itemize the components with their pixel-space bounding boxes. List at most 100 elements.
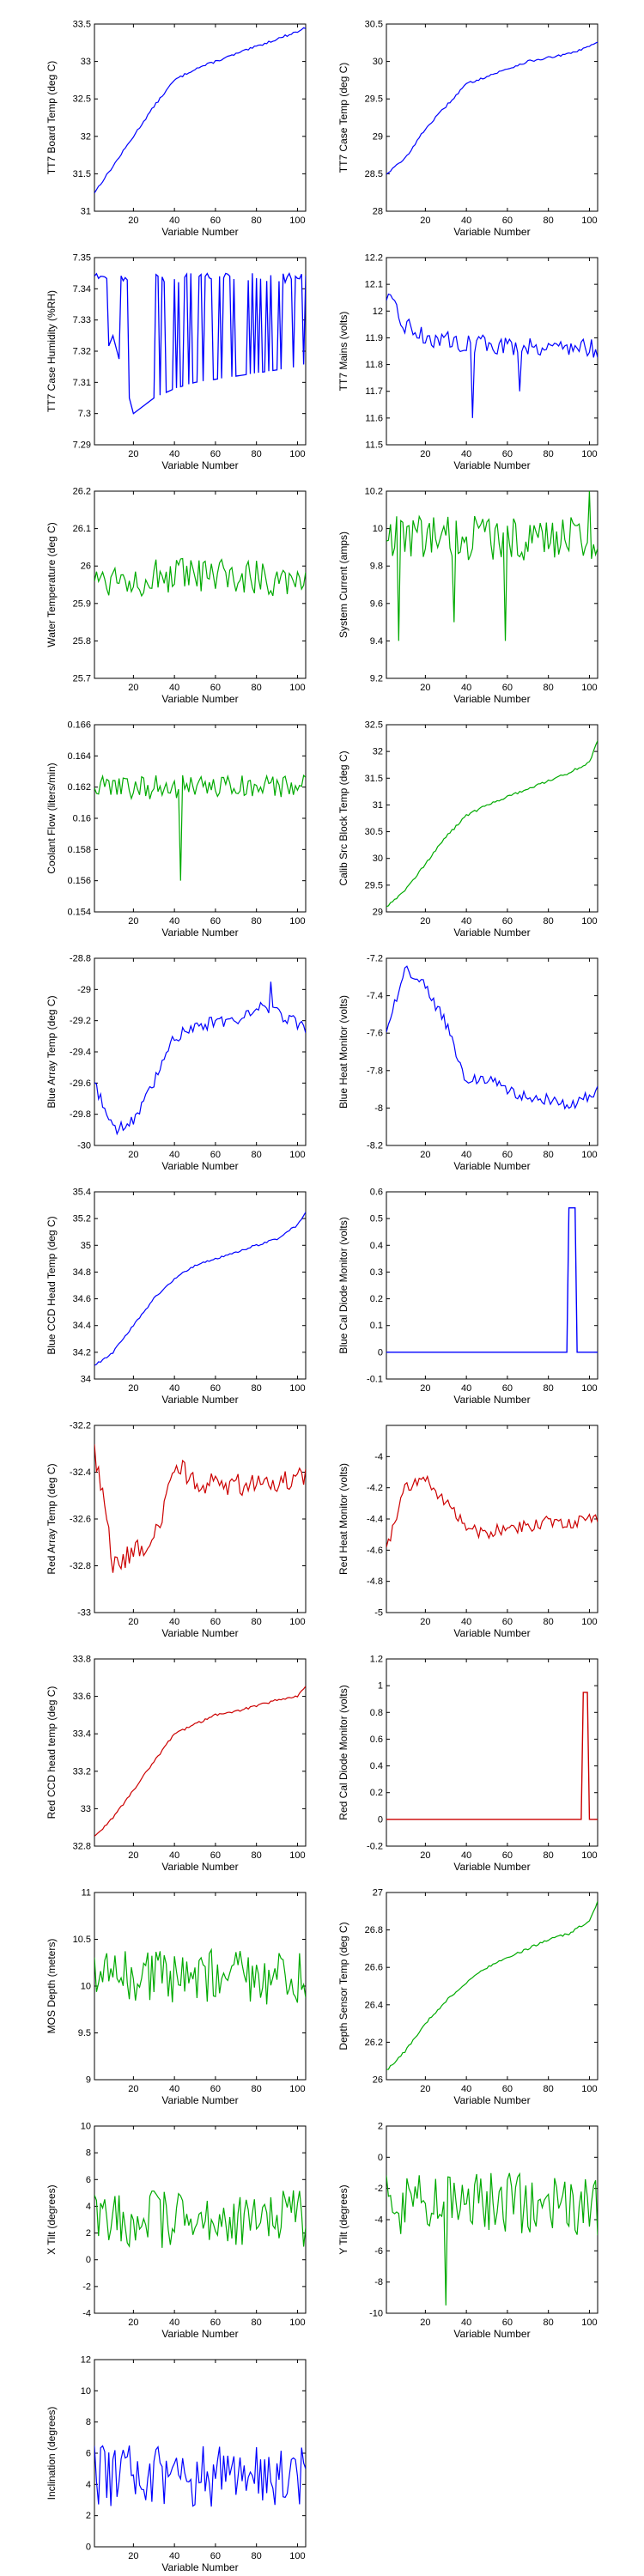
y-tick-label: -29.8 — [70, 1109, 91, 1120]
chart-panel-4: 11.5 11.6 11.7 11.8 11.9 12 12.1 12.2 20 40 60 80 10… — [337, 253, 598, 471]
x-tick-label: 40 — [461, 683, 471, 693]
x-tick-label: 80 — [544, 1150, 554, 1160]
x-axis-label: Variable Number — [161, 1861, 238, 1873]
data-line — [94, 2445, 306, 2507]
x-tick-label: 60 — [210, 2318, 221, 2328]
y-tick-label: 10 — [81, 2122, 91, 2132]
y-tick-label: -4.8 — [367, 1577, 383, 1587]
x-tick-label: 100 — [289, 1150, 305, 1160]
data-line — [386, 1474, 598, 1548]
series-group — [386, 2172, 598, 2306]
y-tick-label: 11.9 — [365, 333, 383, 343]
y-tick-label: 26.4 — [365, 2000, 383, 2010]
x-axis-label: Variable Number — [161, 2328, 238, 2340]
y-tick-label: 0.154 — [67, 908, 91, 918]
x-tick-label: 80 — [544, 449, 554, 459]
x-tick-label: 80 — [544, 2318, 554, 2328]
series-group — [94, 2190, 306, 2248]
y-tick-label: 12 — [81, 2355, 91, 2366]
x-tick-label: 60 — [502, 1850, 513, 1861]
x-axis-label: Variable Number — [161, 693, 238, 705]
y-axis-label: Water Temperature (deg C) — [46, 522, 58, 647]
x-tick-label: 60 — [210, 2084, 221, 2094]
y-tick-label: 0.162 — [67, 782, 91, 793]
x-tick-label: 100 — [581, 1850, 597, 1861]
x-tick-label: 100 — [581, 1383, 597, 1394]
y-tick-label: -4 — [374, 1452, 383, 1462]
y-axis-label: X Tilt (degrees) — [46, 2184, 58, 2254]
y-axis-label: Blue Cal Diode Monitor (volts) — [337, 1217, 349, 1353]
y-tick-label: 0.5 — [370, 1214, 383, 1224]
x-tick-label: 100 — [289, 683, 305, 693]
plot-frame — [386, 957, 598, 1146]
plot-frame — [386, 724, 598, 913]
x-tick-label: 100 — [289, 216, 305, 226]
y-tick-label: -32.6 — [70, 1515, 91, 1525]
x-tick-label: 100 — [581, 916, 597, 927]
y-tick-label: 10.2 — [365, 487, 383, 497]
chart-panel-20: -10 -8 -6 -4 -2 0 2 20 40 60 80 100 Variable Number Y… — [337, 2122, 598, 2340]
x-tick-label: 80 — [544, 1383, 554, 1394]
y-tick-label: -4.4 — [367, 1515, 383, 1525]
x-tick-label: 100 — [289, 1850, 305, 1861]
y-tick-label: -6 — [374, 2246, 383, 2257]
y-tick-label: 30 — [373, 854, 383, 864]
x-tick-label: 60 — [502, 216, 513, 226]
x-axis-label: Variable Number — [453, 226, 530, 238]
y-tick-label: 0.4 — [370, 1241, 383, 1251]
series-group — [386, 1206, 598, 1353]
y-tick-label: 12.2 — [365, 253, 383, 264]
y-axis-label: Depth Sensor Temp (deg C) — [337, 1922, 349, 2050]
x-tick-label: 20 — [128, 2551, 138, 2561]
chart-panel-21: 0 2 4 6 8 10 12 20 40 60 80 100 Variable Number Incli… — [46, 2355, 307, 2573]
x-tick-label: 20 — [420, 916, 430, 927]
chart-panel-9: -30 -29.8 -29.6 -29.4 -29.2 -29 -28.8 20 40 60 80 1… — [46, 954, 307, 1172]
data-line — [94, 981, 306, 1136]
x-tick-label: 80 — [544, 683, 554, 693]
x-tick-label: 40 — [169, 216, 179, 226]
y-axis-label: Coolant Flow (liters/min) — [46, 762, 58, 873]
y-tick-label: 26.6 — [365, 1963, 383, 1973]
y-tick-label: 25.8 — [73, 636, 91, 647]
chart-panel-1: 31 31.5 32 32.5 33 33.5 20 40 60 80 100 Variable Nu… — [46, 20, 307, 238]
chart-panel-19: -4 -2 0 2 4 6 8 10 20 40 60 80 100 Variable Number X T… — [46, 2122, 307, 2340]
y-axis-label: Blue CCD Head Temp (deg C) — [46, 1216, 58, 1354]
data-line — [94, 2190, 306, 2248]
x-tick-label: 100 — [289, 2318, 305, 2328]
x-tick-label: 80 — [544, 216, 554, 226]
x-tick-label: 80 — [252, 2551, 262, 2561]
x-tick-label: 60 — [210, 1383, 221, 1394]
y-tick-label: -7.4 — [367, 991, 383, 1001]
y-tick-label: -8.2 — [367, 1141, 383, 1151]
y-tick-label: 12.1 — [365, 280, 383, 290]
x-tick-label: 20 — [420, 2084, 430, 2094]
y-tick-label: 8 — [86, 2417, 91, 2427]
data-line — [94, 557, 306, 598]
data-line — [386, 1692, 598, 1820]
y-tick-label: 0 — [86, 2543, 91, 2553]
y-tick-label: 11.8 — [365, 360, 383, 370]
y-tick-label: 9.8 — [370, 562, 383, 572]
y-tick-label: 4 — [86, 2202, 91, 2212]
series-group — [386, 965, 598, 1110]
x-tick-label: 60 — [502, 2084, 513, 2094]
x-tick-label: 20 — [128, 1383, 138, 1394]
chart-panel-17: 9 9.5 10 10.5 11 20 40 60 80 100 Variable Number MO… — [46, 1888, 307, 2106]
y-tick-label: -5 — [374, 1608, 383, 1619]
y-tick-label: 0 — [378, 1814, 383, 1825]
y-tick-label: 8 — [86, 2148, 91, 2159]
y-tick-label: -32.8 — [70, 1561, 91, 1571]
chart-panel-12: -0.1 0 0.1 0.2 0.3 0.4 0.5 0.6 20 40 60 80 100 Variab… — [337, 1188, 598, 1406]
data-line — [94, 1212, 306, 1366]
y-tick-label: 0.158 — [67, 845, 91, 855]
x-axis-label: Variable Number — [453, 2094, 530, 2106]
x-axis-label: Variable Number — [453, 693, 530, 705]
y-tick-label: 29.5 — [365, 880, 383, 890]
x-tick-label: 20 — [420, 1383, 430, 1394]
y-tick-label: 33.2 — [73, 1766, 91, 1777]
plot-frame — [94, 957, 307, 1146]
y-tick-label: 2 — [86, 2228, 91, 2239]
x-tick-label: 20 — [420, 1617, 430, 1627]
y-tick-label: 33 — [81, 57, 91, 67]
plot-frame — [386, 2125, 598, 2314]
